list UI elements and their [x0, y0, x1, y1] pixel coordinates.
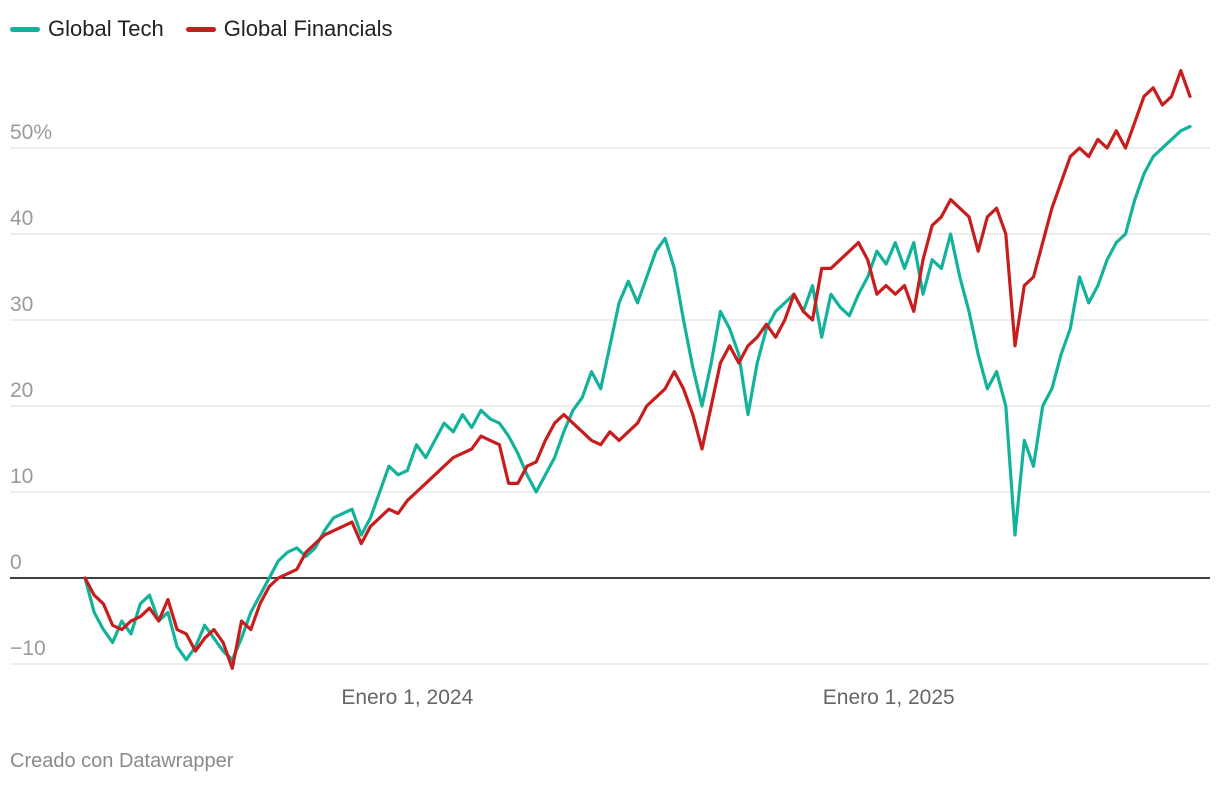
footer-credit: Creado con Datawrapper: [10, 750, 234, 772]
y-tick-label: −10: [10, 637, 46, 660]
series-line-global-financials: [83, 69, 1192, 670]
legend-item-global-tech: Global Tech: [10, 16, 164, 42]
y-tick-label: 30: [10, 293, 33, 316]
series-line-global-tech: [83, 124, 1192, 662]
x-tick-label: Enero 1, 2024: [341, 686, 473, 709]
legend-swatch-global-financials: [185, 26, 216, 32]
legend-item-global-financials: Global Financials: [185, 16, 393, 42]
y-tick-label: 0: [10, 551, 22, 574]
legend-label-global-financials: Global Financials: [223, 16, 393, 41]
chart-legend: Global Tech Global Financials: [10, 16, 393, 42]
legend-swatch-global-tech: [10, 26, 40, 32]
y-tick-label: 40: [10, 207, 33, 230]
legend-label-global-tech: Global Tech: [48, 16, 164, 41]
y-tick-label: 50%: [10, 121, 52, 144]
y-tick-label: 10: [10, 465, 33, 488]
x-tick-label: Enero 1, 2025: [823, 686, 955, 709]
y-tick-label: 20: [10, 379, 33, 402]
